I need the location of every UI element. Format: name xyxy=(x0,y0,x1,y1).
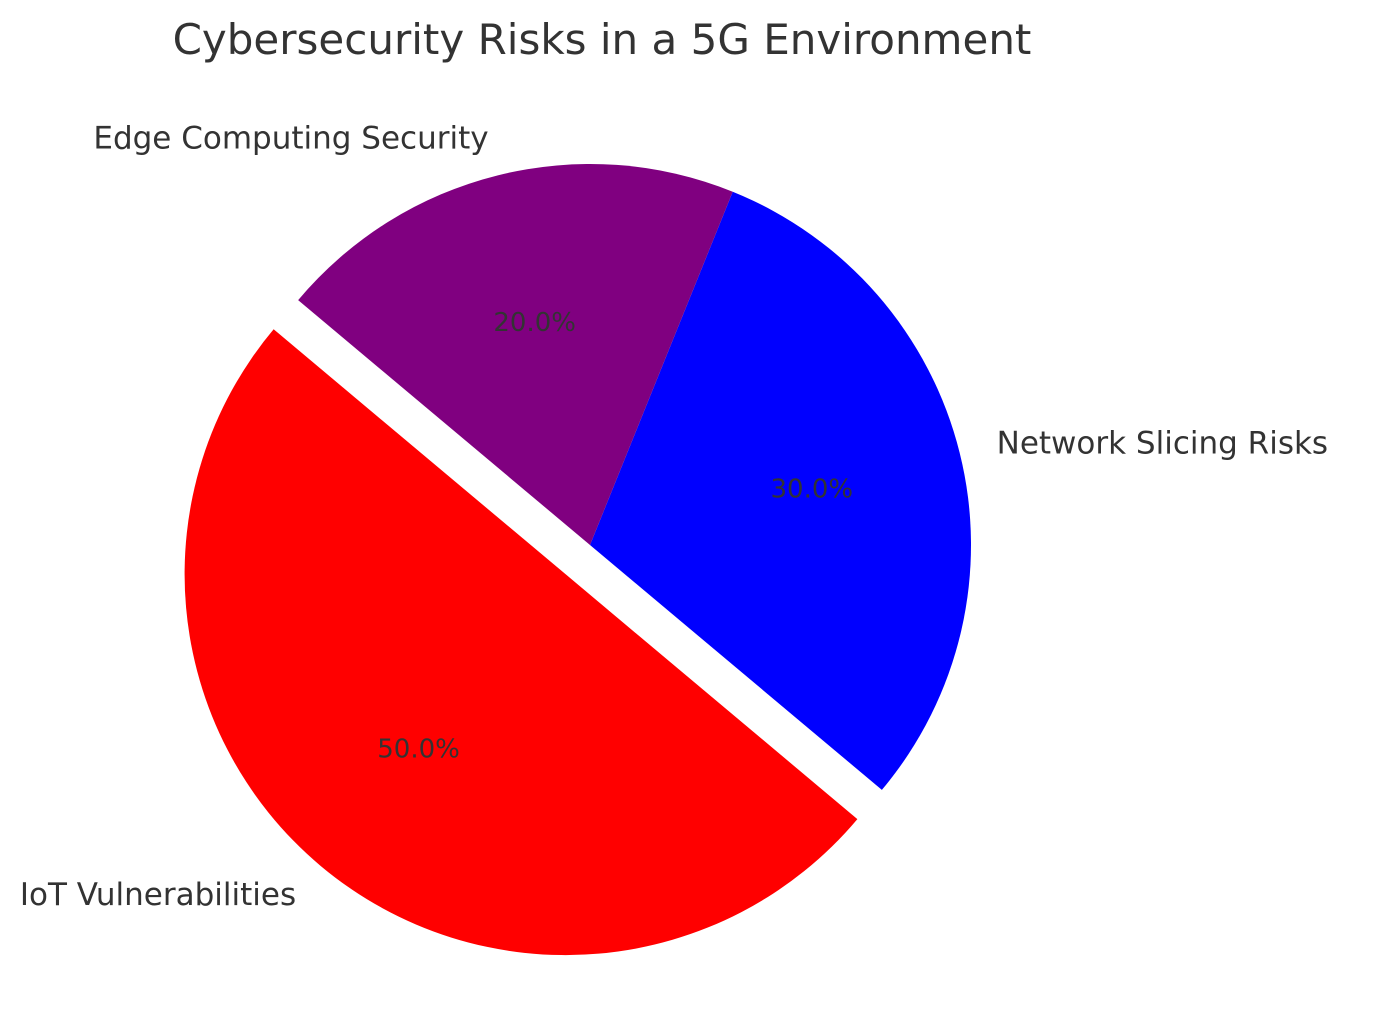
slice-percent-label: 20.0% xyxy=(493,308,576,338)
pie-labels: IoT Vulnerabilities 50.0% Network Slicing … xyxy=(20,120,1328,913)
pie-slice-iot-vulnerabilities xyxy=(184,329,858,956)
slice-category-label: Edge Computing Security xyxy=(93,120,488,156)
pie-slice-network-slicing-risks xyxy=(590,191,971,790)
pie-slices xyxy=(184,163,971,956)
chart-title: Cybersecurity Risks in a 5G Environment xyxy=(173,15,1032,64)
slice-percent-label: 50.0% xyxy=(377,734,460,764)
pie-slice-edge-computing-security xyxy=(298,163,733,545)
slice-category-label: IoT Vulnerabilities xyxy=(20,877,296,913)
slice-category-label: Network Slicing Risks xyxy=(997,426,1328,462)
slice-percent-label: 30.0% xyxy=(771,475,854,505)
